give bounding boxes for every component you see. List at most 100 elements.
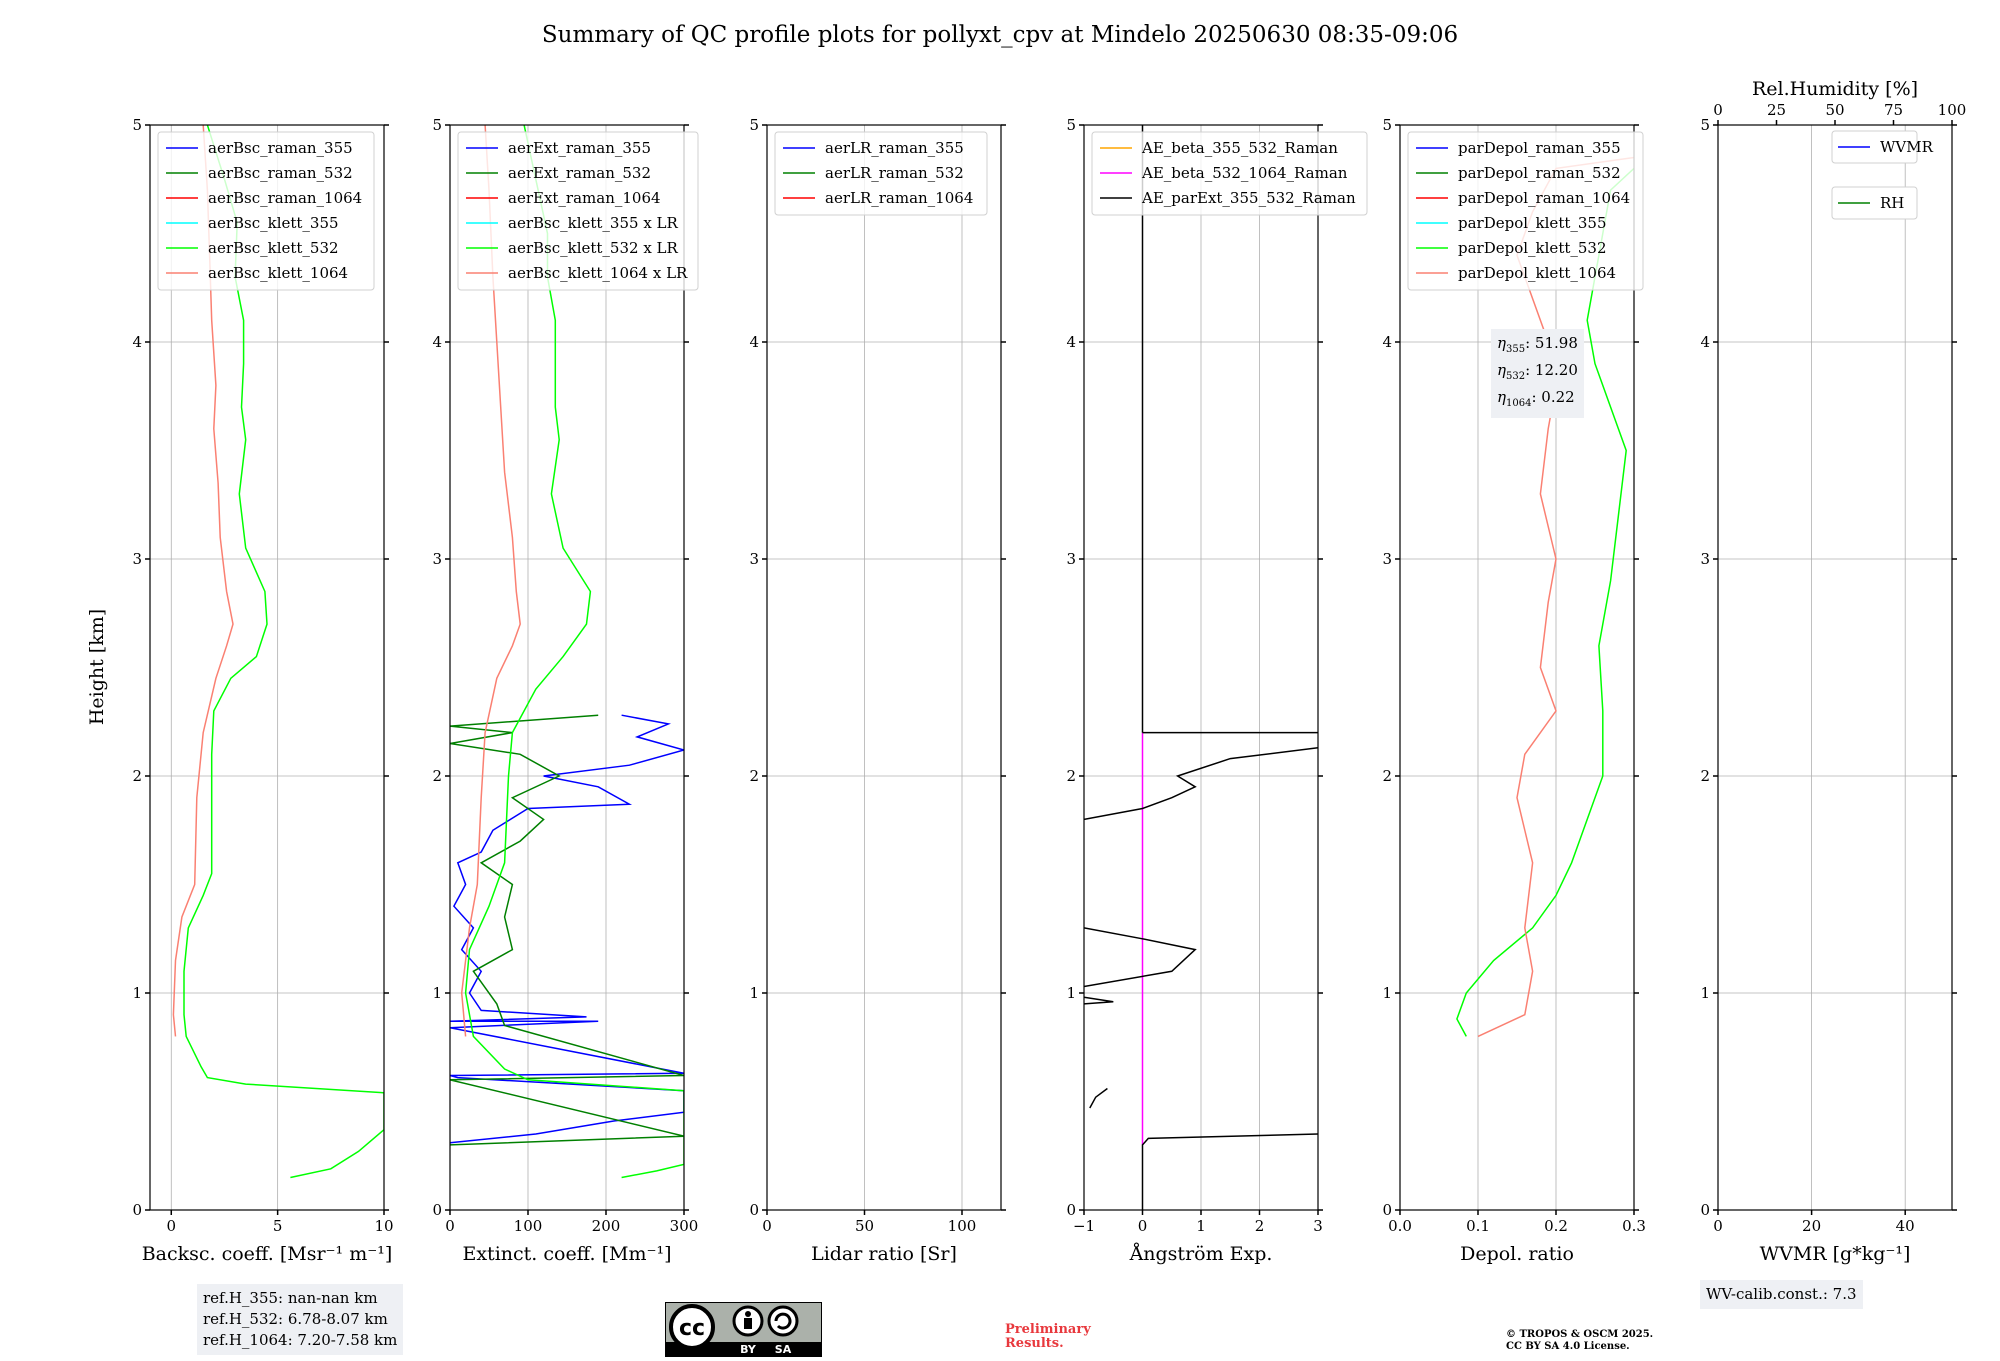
x2-tick-label: 25 bbox=[1767, 101, 1786, 119]
legend-label: aerExt_raman_1064 bbox=[508, 189, 661, 207]
legend-box bbox=[1091, 131, 1368, 216]
series-line-AE_parExt_355_532_Raman bbox=[1141, 1133, 1318, 1210]
axes-frame bbox=[766, 124, 1002, 1211]
y-tick-label: 5 bbox=[749, 116, 759, 134]
y-tick-label: 2 bbox=[1700, 767, 1710, 785]
y-tick-label: 4 bbox=[1382, 333, 1392, 351]
wv-calib-text: WV-calib.const.: 7.3 bbox=[1706, 1285, 1857, 1303]
legend-box bbox=[457, 131, 699, 291]
y-tick-label: 1 bbox=[432, 984, 442, 1002]
data-series-group bbox=[1084, 125, 1318, 1210]
y-tick-label: 2 bbox=[1382, 767, 1392, 785]
legend-label: parDepol_klett_355 bbox=[1458, 214, 1607, 232]
legend-label: aerBsc_klett_532 bbox=[208, 239, 339, 257]
x-tick-label: 100 bbox=[514, 1217, 543, 1235]
series-line-aerBsc_klett_1064 bbox=[172, 125, 234, 1037]
legend-label: parDepol_klett_1064 bbox=[1458, 264, 1616, 282]
legend-label: parDepol_raman_532 bbox=[1458, 164, 1621, 182]
x2-tick-label: 100 bbox=[1938, 101, 1967, 119]
series-line-aerBsc_klett_532 x LR bbox=[464, 125, 684, 1179]
legend-label: aerBsc_klett_355 bbox=[208, 214, 339, 232]
axes-frame bbox=[149, 124, 385, 1211]
y-tick-label: 4 bbox=[1066, 333, 1076, 351]
x-tick-label: 0 bbox=[1138, 1217, 1148, 1235]
ref-height-532: ref.H_532: 6.78-8.07 km bbox=[203, 1310, 388, 1328]
y-tick-label: 0 bbox=[749, 1201, 759, 1219]
x2-tick-label: 75 bbox=[1884, 101, 1903, 119]
x-tick-label: 2 bbox=[1255, 1217, 1265, 1235]
series-line-aerBsc_klett_532 bbox=[183, 125, 384, 1179]
panel-3 bbox=[762, 124, 1006, 1215]
x-tick-label: −1 bbox=[1073, 1217, 1095, 1235]
cc-sa-text: SA bbox=[775, 1343, 792, 1356]
x-tick-label: 10 bbox=[374, 1217, 393, 1235]
y-tick-label: 3 bbox=[432, 550, 442, 568]
y-tick-label: 3 bbox=[1066, 550, 1076, 568]
x-tick-label: 0.1 bbox=[1466, 1217, 1490, 1235]
legend-label: aerBsc_klett_1064 bbox=[208, 264, 348, 282]
x-tick-label: 0 bbox=[1713, 1217, 1723, 1235]
series-line-AE_parExt_355_532_Raman bbox=[1084, 996, 1114, 1005]
y-axis-label: Height [km] bbox=[86, 609, 108, 725]
y-tick-label: 2 bbox=[749, 767, 759, 785]
reference-heights-box: ref.H_355: nan-nan km ref.H_532: 6.78-8.… bbox=[197, 1284, 404, 1355]
y-tick-label: 5 bbox=[432, 116, 442, 134]
eta-box: η355: 51.98 η532: 12.20 η1064: 0.22 bbox=[1491, 329, 1584, 418]
legend-label: AE_beta_532_1064_Raman bbox=[1141, 164, 1348, 182]
x-tick-label: 1 bbox=[1196, 1217, 1206, 1235]
y-tick-label: 1 bbox=[1066, 984, 1076, 1002]
y-tick-label: 1 bbox=[1382, 984, 1392, 1002]
legend-label: parDepol_raman_355 bbox=[1458, 139, 1621, 157]
y-tick-label: 4 bbox=[132, 333, 142, 351]
legend-label: RH bbox=[1880, 194, 1904, 212]
ref-height-1064: ref.H_1064: 7.20-7.58 km bbox=[203, 1331, 398, 1349]
x2-tick-label: 50 bbox=[1825, 101, 1844, 119]
legend-label: aerLR_raman_532 bbox=[825, 164, 964, 182]
x-tick-label: 20 bbox=[1802, 1217, 1821, 1235]
x-tick-label: 0 bbox=[762, 1217, 772, 1235]
x-tick-label: 0.2 bbox=[1544, 1217, 1568, 1235]
y-tick-label: 4 bbox=[432, 333, 442, 351]
y-tick-label: 2 bbox=[132, 767, 142, 785]
panel-4 bbox=[1079, 124, 1368, 1215]
x-tick-label: 0 bbox=[445, 1217, 455, 1235]
panel-6 bbox=[1713, 120, 1957, 1215]
y-tick-label: 0 bbox=[1382, 1201, 1392, 1219]
y-tick-label: 3 bbox=[1382, 550, 1392, 568]
series-line-AE_parExt_355_532_Raman bbox=[1089, 1087, 1108, 1109]
legend-box bbox=[1407, 131, 1644, 291]
x-tick-label: 5 bbox=[273, 1217, 283, 1235]
figure-title: Summary of QC profile plots for pollyxt_… bbox=[541, 22, 1459, 48]
x-tick-label: 0 bbox=[166, 1217, 176, 1235]
eta-1064: η1064: 0.22 bbox=[1497, 388, 1575, 409]
wv-calibration-box: WV-calib.const.: 7.3 bbox=[1700, 1280, 1863, 1309]
cc-by-sa-logo: cc BY SA bbox=[665, 1302, 822, 1361]
x-axis-label: WVMR [g*kg⁻¹] bbox=[1760, 1243, 1911, 1265]
y-tick-label: 4 bbox=[1700, 333, 1710, 351]
x2-tick-label: 0 bbox=[1713, 101, 1723, 119]
legend-label: aerLR_raman_1064 bbox=[825, 189, 973, 207]
legend-box bbox=[774, 131, 988, 216]
y-tick-label: 0 bbox=[1700, 1201, 1710, 1219]
legend-label: aerBsc_raman_532 bbox=[208, 164, 353, 182]
legend-label: parDepol_raman_1064 bbox=[1458, 189, 1630, 207]
y-tick-label: 1 bbox=[132, 984, 142, 1002]
panel-5 bbox=[1395, 124, 1644, 1215]
y-tick-label: 1 bbox=[749, 984, 759, 1002]
x-tick-label: 3 bbox=[1313, 1217, 1323, 1235]
y-tick-label: 1 bbox=[1700, 984, 1710, 1002]
x-tick-label: 200 bbox=[592, 1217, 621, 1235]
x-axis-label: Extinct. coeff. [Mm⁻¹] bbox=[462, 1243, 671, 1265]
x-axis-label: Lidar ratio [Sr] bbox=[811, 1243, 957, 1265]
y-tick-label: 0 bbox=[1066, 1201, 1076, 1219]
x-tick-label: 0.0 bbox=[1388, 1217, 1412, 1235]
panel-1 bbox=[145, 124, 389, 1215]
legend-label: aerBsc_klett_532 x LR bbox=[508, 239, 679, 257]
legend-box bbox=[157, 131, 375, 291]
x-axis-label: Depol. ratio bbox=[1460, 1243, 1574, 1265]
y-tick-label: 3 bbox=[132, 550, 142, 568]
series-line-aerBsc_klett_1064 x LR bbox=[460, 125, 521, 1037]
x2-axis-label: Rel.Humidity [%] bbox=[1752, 78, 1918, 100]
y-tick-label: 0 bbox=[432, 1201, 442, 1219]
x-axis-label: Ångström Exp. bbox=[1129, 1243, 1273, 1265]
